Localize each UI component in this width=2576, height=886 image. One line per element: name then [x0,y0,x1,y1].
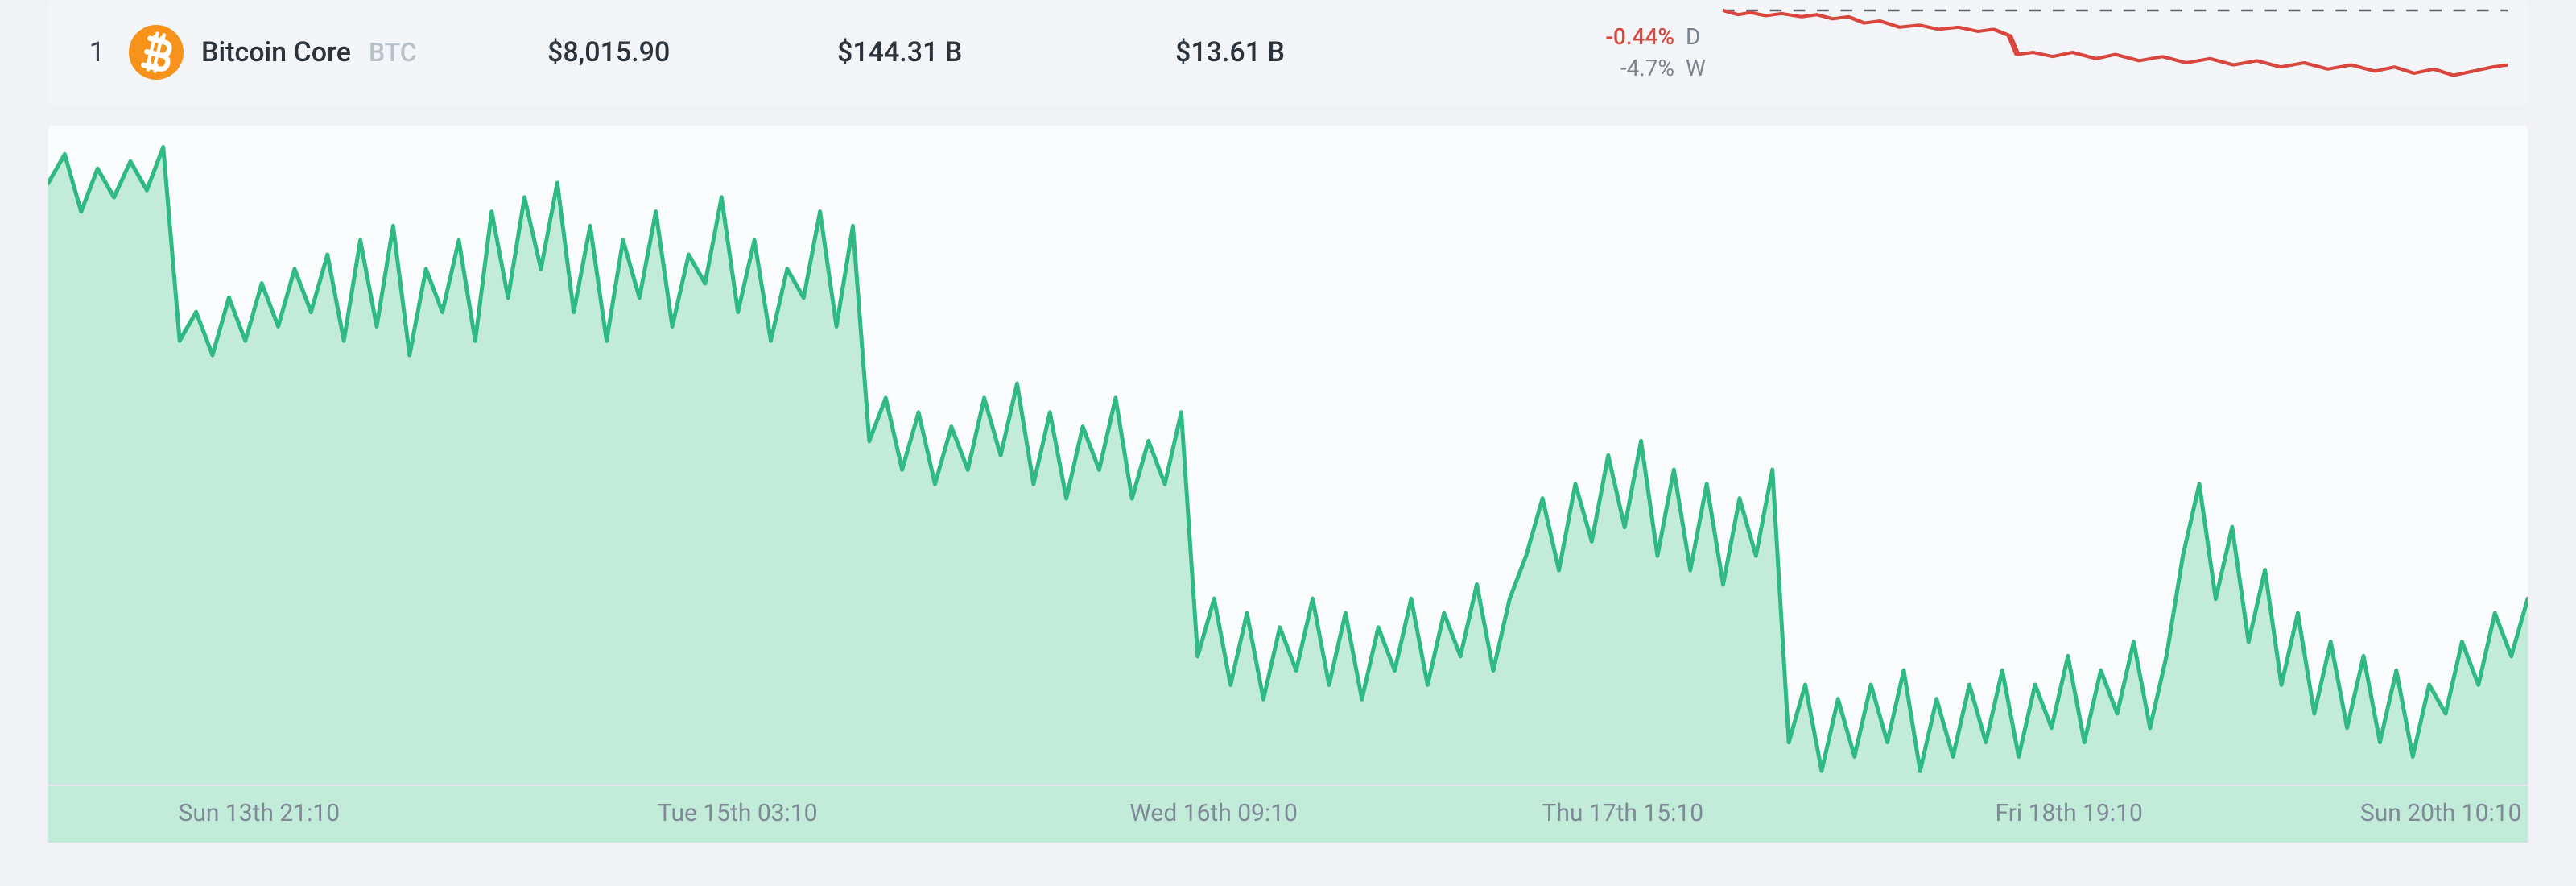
market-cap: $144.31 B [837,36,1175,68]
coin-ticker: BTC [369,37,417,68]
chart-x-axis: Sun 13th 21:10 Tue 15th 03:10 Wed 16th 09:… [48,785,2528,843]
change-day-label: D [1686,23,1708,50]
x-axis-tick: Wed 16th 09:10 [1129,785,1298,843]
change-week-value: -4.7% [1620,55,1674,81]
x-axis-tick: Sun 13th 21:10 [179,785,341,843]
change-week-label: W [1686,55,1708,81]
change-day-value: -0.44% [1605,23,1674,50]
x-axis-tick: Tue 15th 03:10 [658,785,818,843]
coin-name: Bitcoin Core [201,36,351,68]
change-cell: -0.44% D -4.7% W [1513,23,1723,81]
x-axis-tick: Thu 17th 15:10 [1542,785,1703,843]
x-axis-tick: Sun 20th 10:10 [2360,785,2522,843]
volume: $13.61 B [1175,36,1513,68]
sparkline [1723,0,2508,105]
rank: 1 [48,36,129,68]
coin-row[interactable]: 1 Bitcoin Core BTC $8,015.90 $144.31 B $… [48,0,2528,105]
price: $8,015.90 [547,36,837,68]
coin-cell: Bitcoin Core BTC [129,25,547,80]
x-axis-tick: Fri 18th 19:10 [1996,785,2143,843]
bitcoin-icon [129,25,184,80]
price-chart[interactable]: Sun 13th 21:10 Tue 15th 03:10 Wed 16th 09:… [48,126,2528,843]
